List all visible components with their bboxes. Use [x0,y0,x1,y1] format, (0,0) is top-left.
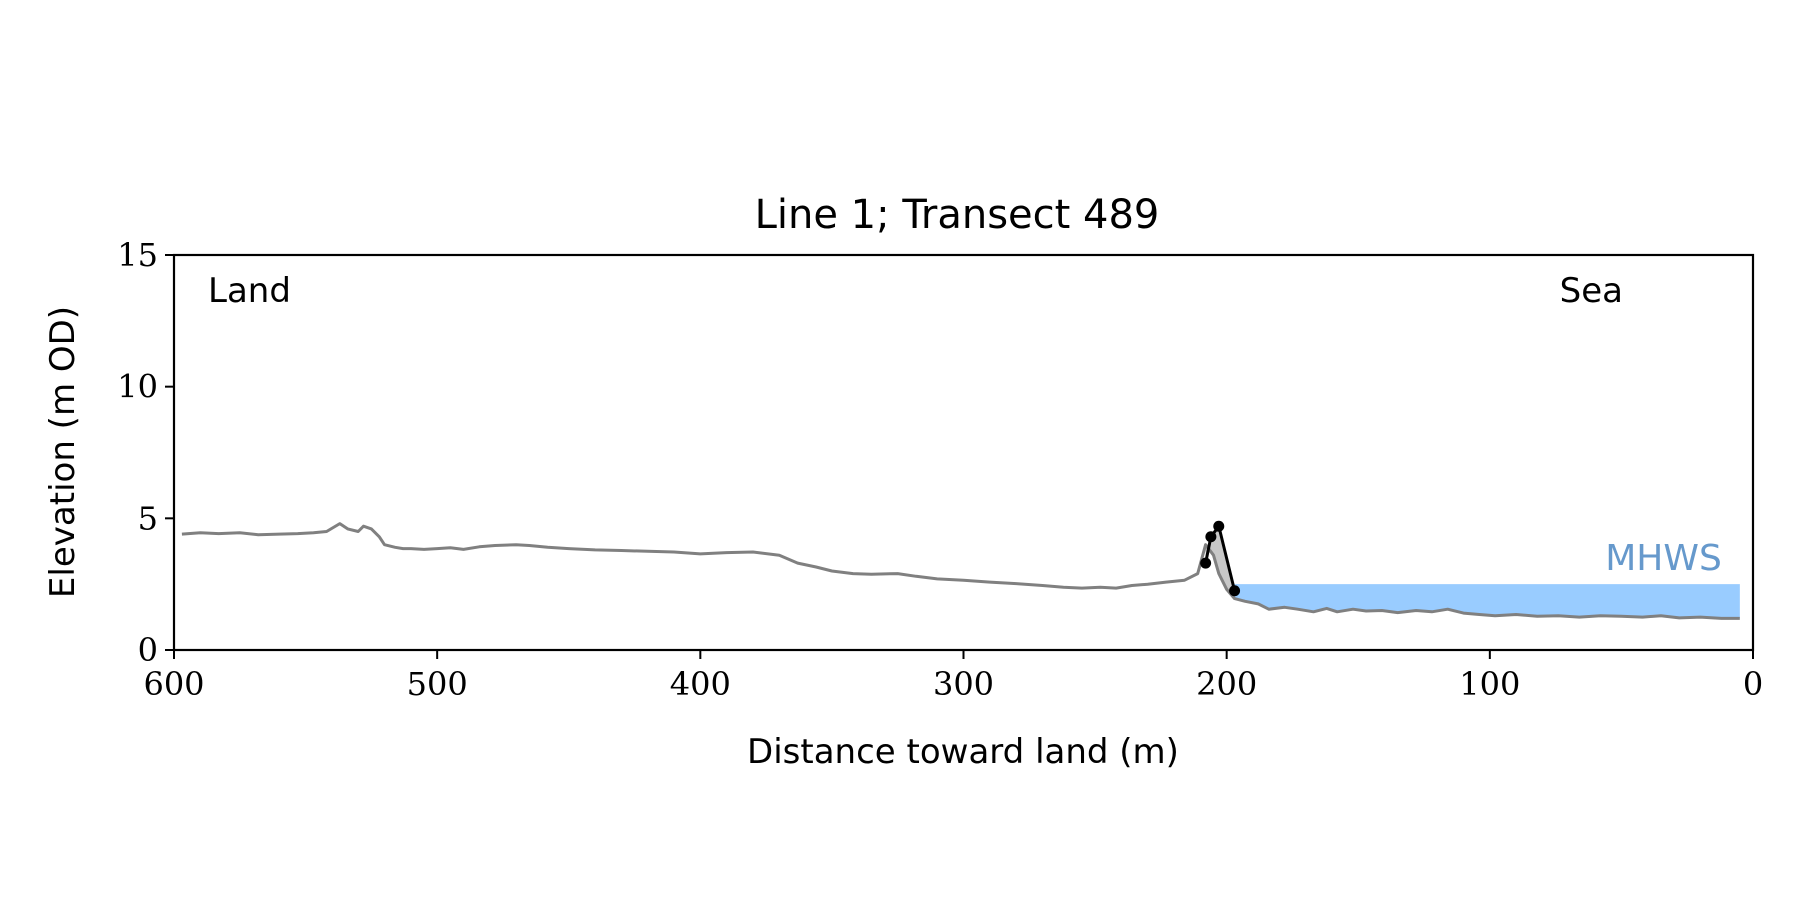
x-tick-label: 600 [143,665,204,703]
x-tick-label: 200 [1196,665,1257,703]
x-tick-label: 100 [1459,665,1520,703]
plot-area: MHWS [181,520,1740,620]
elevation-profile-line [181,522,1740,620]
land-label: Land [208,271,291,311]
axis-ticks: 600 500 400 300 200 100 0 0 5 10 15 [117,236,1763,703]
y-tick-label: 10 [117,368,158,406]
mhws-label: MHWS [1605,538,1722,579]
sea-label: Sea [1560,271,1623,311]
feature-point [1229,585,1241,597]
y-tick-label: 0 [138,631,158,669]
feature-line [1204,522,1237,592]
x-tick-label: 0 [1743,665,1763,703]
mhws-water-band [1234,584,1740,619]
y-tick-label: 15 [117,236,158,274]
x-axis-label: Distance toward land (m) [747,732,1179,772]
y-axis-label: Elevation (m OD) [43,306,83,598]
chart-title: Line 1; Transect 489 [755,192,1160,238]
feature-point [1205,531,1217,543]
feature-shaded-area [1205,526,1235,599]
x-tick-label: 300 [933,665,994,703]
x-tick-label: 500 [407,665,468,703]
x-tick-label: 400 [670,665,731,703]
y-tick-label: 5 [138,499,158,537]
feature-point [1213,520,1225,532]
feature-point [1200,557,1212,569]
